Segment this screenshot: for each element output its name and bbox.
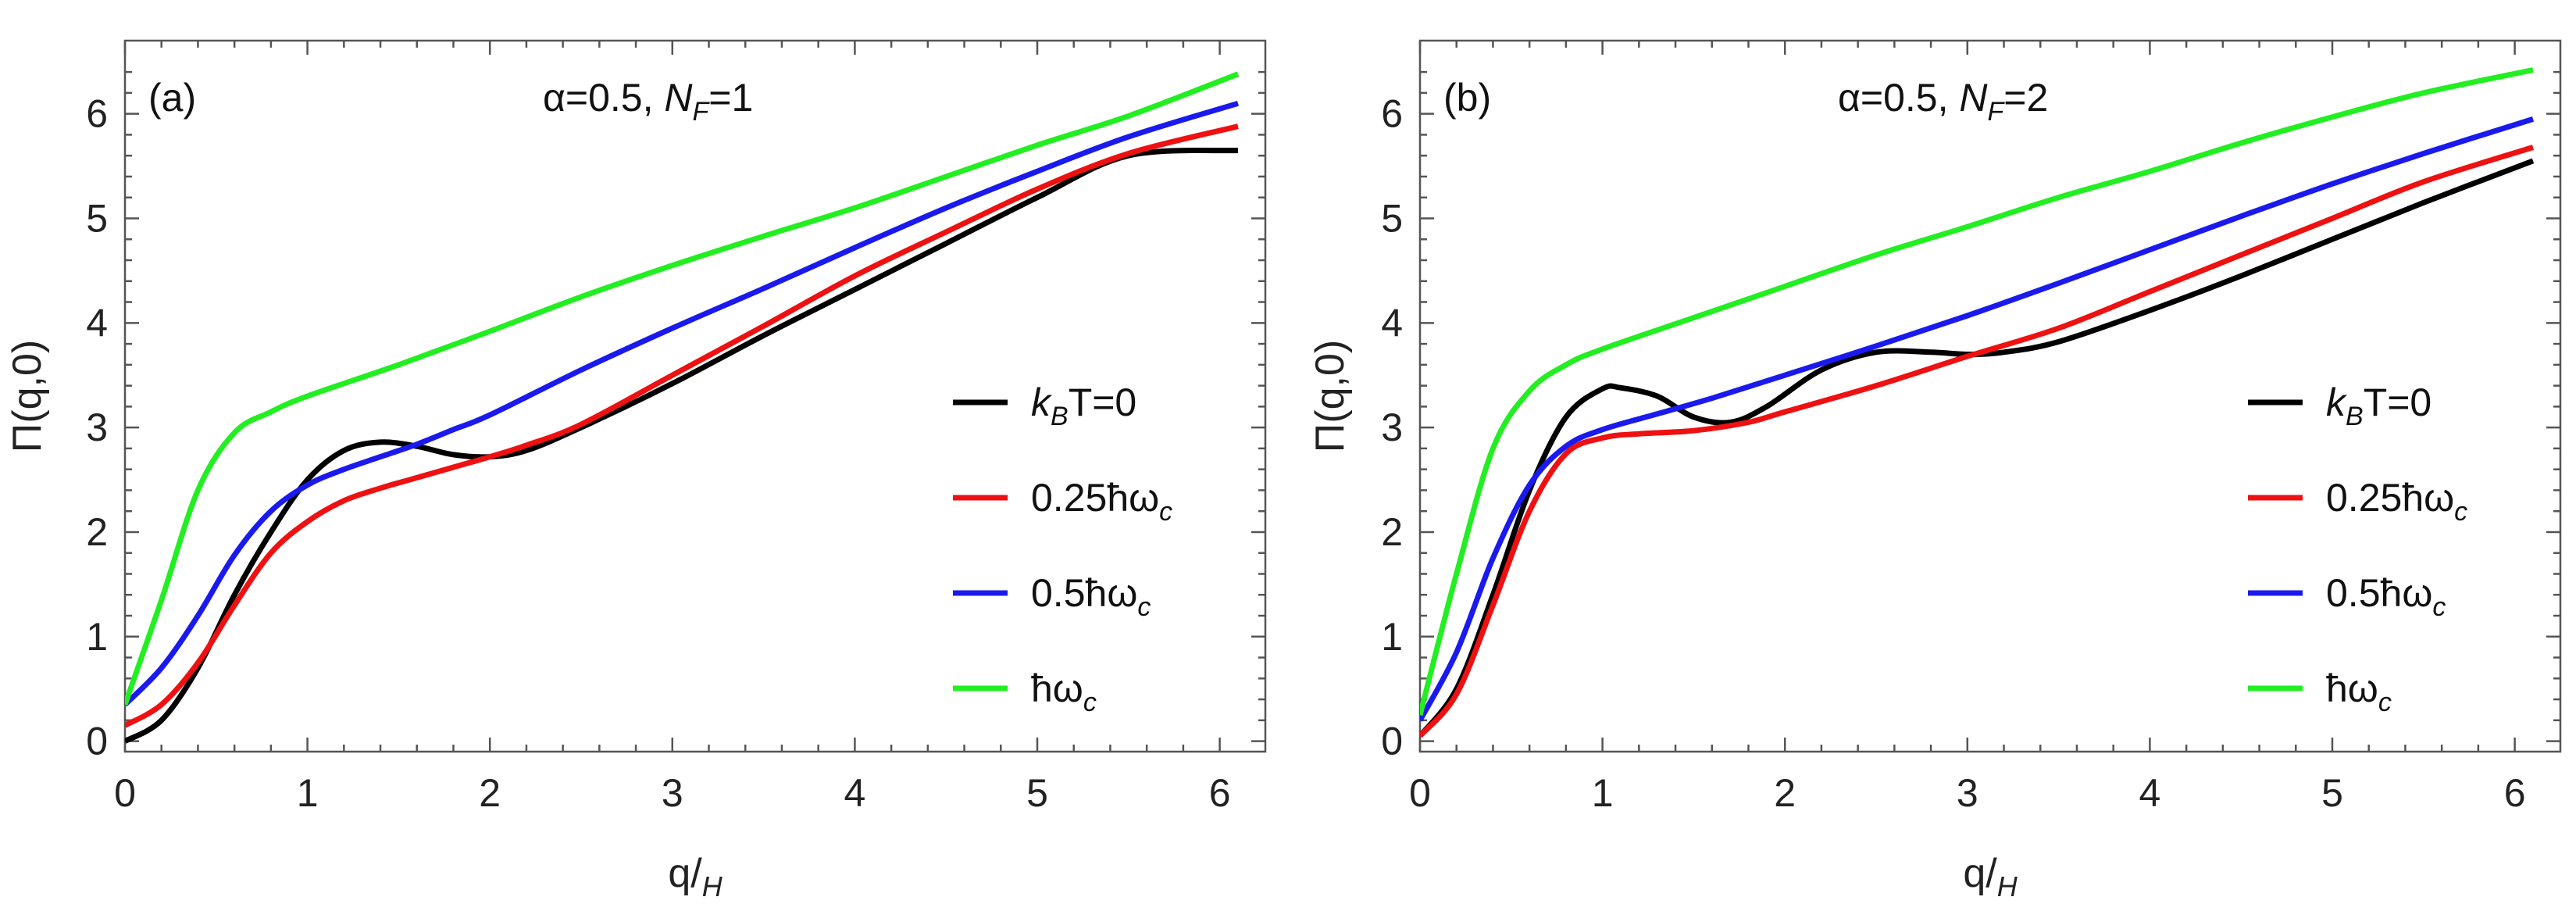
legend-entry: ħωc xyxy=(2326,666,2392,717)
y-tick-label: 4 xyxy=(86,301,108,345)
series-line-3 xyxy=(1420,116,2535,722)
x-tick-label: 4 xyxy=(844,771,865,815)
y-tick-label: 5 xyxy=(1381,197,1403,241)
y-axis-title: Π(q,0) xyxy=(1308,340,1353,452)
legend: kBT=0 0.25ħωc 0.5ħωc ħωc xyxy=(953,381,1172,717)
y-tick-label: 4 xyxy=(1381,301,1403,345)
plot-frame xyxy=(123,39,1267,753)
y-tick-label: 1 xyxy=(1381,615,1403,659)
y-tick-label: 2 xyxy=(86,510,108,554)
legend-entry: kBT=0 xyxy=(2326,381,2432,431)
series-line-4 xyxy=(125,71,1240,706)
x-tick-label: 0 xyxy=(1409,771,1431,815)
parameter-annotation: α=0.5, NF=2 xyxy=(1838,76,2048,127)
panel-label: (a) xyxy=(148,76,196,120)
x-tick-label: 2 xyxy=(1774,771,1796,815)
x-tick-label: 1 xyxy=(1592,771,1614,815)
y-tick-label: 6 xyxy=(86,92,108,136)
chart-panel-b: 0 1 2 3 4 5 6 0 1 2 3 4 5 6 q/H Π(q,0) (b) α=0.5, NF=2 kBT… xyxy=(1308,39,2562,902)
x-tick-label: 1 xyxy=(297,771,319,815)
plot-frame xyxy=(1418,39,2562,753)
y-tick-label: 0 xyxy=(1381,720,1403,763)
series-line-4 xyxy=(1420,67,2534,716)
x-tick-label: 3 xyxy=(662,771,683,815)
x-axis-title: q/H xyxy=(1963,851,2018,902)
parameter-annotation: α=0.5, NF=1 xyxy=(543,76,753,127)
legend-entry: 0.5ħωc xyxy=(2326,571,2446,622)
y-tick-label: 3 xyxy=(86,406,108,449)
x-tick-label: 6 xyxy=(1209,771,1231,815)
series-line-2 xyxy=(1420,145,2535,738)
x-tick-label: 5 xyxy=(1026,771,1048,815)
series-line-2 xyxy=(125,123,1239,728)
y-tick-label: 6 xyxy=(1381,92,1403,136)
x-axis-title: q/H xyxy=(668,851,722,902)
legend-entry: 0.5ħωc xyxy=(1031,571,1151,622)
series-line-1 xyxy=(125,147,1239,744)
x-tick-label: 6 xyxy=(2504,771,2526,815)
y-axis-title: Π(q,0) xyxy=(5,340,50,452)
legend: kBT=0 0.25ħωc 0.5ħωc ħωc xyxy=(2248,381,2467,717)
y-tick-label: 2 xyxy=(1381,510,1403,554)
y-tick-label: 0 xyxy=(86,720,108,763)
legend-entry: 0.25ħωc xyxy=(1031,476,1172,527)
series-line-1 xyxy=(1420,158,2535,738)
x-tick-label: 4 xyxy=(2139,771,2160,815)
x-tick-label: 2 xyxy=(479,771,501,815)
legend-entry: 0.25ħωc xyxy=(2326,476,2467,527)
x-tick-label: 5 xyxy=(2321,771,2343,815)
series-line-3 xyxy=(125,100,1240,707)
y-tick-label: 5 xyxy=(86,197,108,241)
legend-entry: kBT=0 xyxy=(1031,381,1136,431)
y-tick-label: 1 xyxy=(86,615,108,659)
x-tick-label: 3 xyxy=(1957,771,1978,815)
x-tick-label: 0 xyxy=(114,771,136,815)
legend-entry: ħωc xyxy=(1031,666,1097,717)
chart-panel-a: 0 1 2 3 4 5 6 0 1 2 3 4 5 6 q/H Π(q,0) (a) α=0.5, NF=1 kBT… xyxy=(5,39,1267,902)
y-tick-label: 3 xyxy=(1381,406,1403,449)
panel-label: (b) xyxy=(1443,76,1491,120)
